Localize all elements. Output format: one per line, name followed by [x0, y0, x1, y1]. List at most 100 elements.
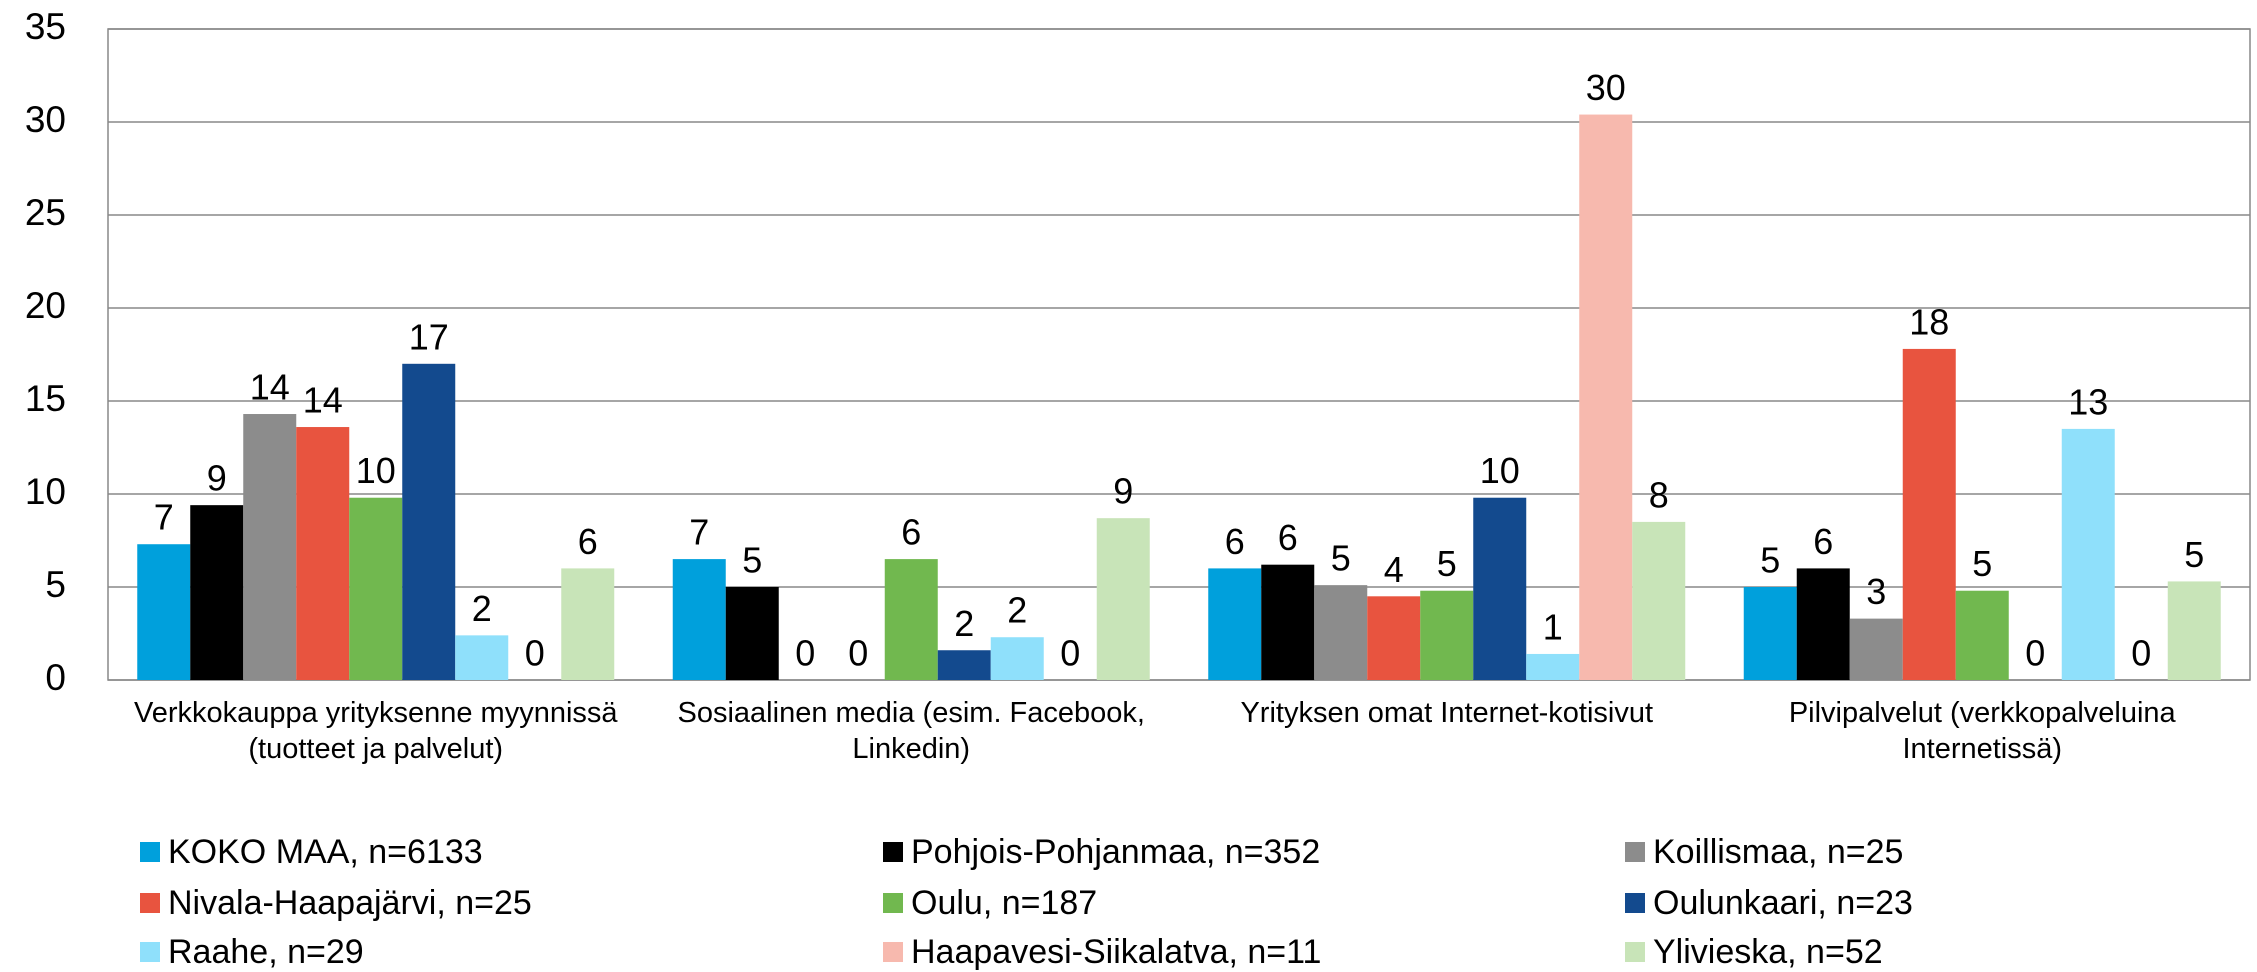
y-tick-label: 30: [25, 99, 66, 140]
bar: [1849, 618, 1903, 680]
bar: [561, 568, 615, 680]
y-tick-label: 25: [25, 192, 66, 233]
legend-swatch: [140, 842, 160, 862]
data-label: 2: [954, 603, 974, 644]
x-tick-label: Verkkokauppa yrityksenne myynnissä (tuot…: [133, 697, 618, 765]
legend-item: Oulunkaari, n=23: [1625, 881, 1913, 925]
data-label: 6: [578, 521, 598, 562]
bar: [1955, 590, 2009, 680]
bar: [402, 363, 456, 680]
legend-item: Koillismaa, n=25: [1625, 830, 1903, 874]
legend-item: Oulu, n=187: [883, 881, 1097, 925]
bar: [884, 559, 938, 680]
data-label: 6: [1225, 521, 1245, 562]
data-label: 8: [1649, 474, 1669, 515]
legend-swatch: [1625, 942, 1645, 962]
bar: [937, 650, 991, 680]
data-label: 0: [525, 633, 545, 674]
legend-label: KOKO MAA, n=6133: [168, 832, 483, 871]
data-label: 2: [472, 588, 492, 629]
data-label: 2: [1007, 590, 1027, 631]
legend-swatch: [1625, 893, 1645, 913]
data-label: 6: [901, 512, 921, 553]
data-label: 0: [848, 633, 868, 674]
data-label: 10: [1480, 450, 1520, 491]
data-label: 5: [1760, 540, 1780, 581]
bar: [1096, 518, 1150, 680]
y-tick-label: 5: [45, 564, 66, 605]
data-label: 0: [2025, 633, 2045, 674]
data-label: 0: [1060, 633, 1080, 674]
legend-label: Nivala-Haapajärvi, n=25: [168, 883, 532, 922]
data-label: 30: [1586, 67, 1626, 108]
legend-swatch: [140, 942, 160, 962]
data-label: 7: [689, 512, 709, 553]
legend-swatch: [140, 893, 160, 913]
data-label: 0: [795, 633, 815, 674]
bar: [296, 427, 350, 680]
data-label: 0: [2131, 633, 2151, 674]
legend-label: Oulunkaari, n=23: [1653, 883, 1913, 922]
bar: [1473, 497, 1527, 680]
y-tick-label: 10: [25, 471, 66, 512]
bar: [1208, 568, 1262, 680]
bar: [2061, 428, 2115, 680]
data-label: 13: [2068, 381, 2108, 422]
x-tick-label: Sosiaalinen media (esim. Facebook, Linke…: [677, 697, 1145, 765]
bar: [1526, 653, 1580, 680]
bar: [243, 414, 297, 680]
data-label: 6: [1813, 521, 1833, 562]
legend-swatch: [1625, 842, 1645, 862]
bar: [455, 635, 509, 680]
y-tick-label: 35: [25, 6, 66, 47]
data-label: 5: [1972, 543, 1992, 584]
legend-label: Raahe, n=29: [168, 932, 364, 971]
data-label: 10: [356, 450, 396, 491]
bar: [1632, 521, 1686, 680]
legend-item: Raahe, n=29: [140, 930, 364, 972]
legend-item: Haapavesi-Siikalatva, n=11: [883, 930, 1321, 972]
bar: [672, 559, 726, 680]
legend-item: KOKO MAA, n=6133: [140, 830, 483, 874]
bar: [2167, 581, 2221, 680]
legend-swatch: [883, 842, 903, 862]
data-label: 18: [1909, 301, 1949, 342]
legend-label: Ylivieska, n=52: [1653, 932, 1883, 971]
bar: [1314, 585, 1368, 680]
bar: [725, 587, 779, 680]
data-label: 5: [2184, 534, 2204, 575]
data-label: 14: [303, 380, 343, 421]
bar: [1743, 587, 1797, 680]
data-label: 6: [1278, 517, 1298, 558]
bar: [1579, 114, 1633, 680]
bar: [1902, 348, 1956, 680]
bar: [1420, 590, 1474, 680]
data-label: 4: [1384, 549, 1404, 590]
data-label: 7: [154, 497, 174, 538]
data-label: 9: [1113, 471, 1133, 512]
plot-frame: [107, 28, 2251, 681]
legend-label: Pohjois-Pohjanmaa, n=352: [911, 832, 1321, 871]
y-tick-label: 20: [25, 285, 66, 326]
bar: [1367, 596, 1421, 680]
data-label: 5: [742, 540, 762, 581]
legend-item: Ylivieska, n=52: [1625, 930, 1883, 972]
bar: [1261, 564, 1315, 680]
legend-label: Haapavesi-Siikalatva, n=11: [911, 932, 1322, 971]
legend-swatch: [883, 893, 903, 913]
x-tick-label: Yrityksen omat Internet-kotisivut: [1240, 697, 1654, 729]
legend-item: Pohjois-Pohjanmaa, n=352: [883, 830, 1320, 874]
x-tick-label: Pilvipalvelut (verkkopalveluina Internet…: [1788, 697, 2176, 765]
data-label: 17: [409, 316, 449, 357]
bar: [137, 544, 191, 680]
bar: [1796, 568, 1850, 680]
data-label: 5: [1437, 543, 1457, 584]
legend-label: Koillismaa, n=25: [1653, 832, 1904, 871]
bar: [990, 637, 1044, 680]
data-label: 14: [250, 367, 290, 408]
data-label: 3: [1866, 571, 1886, 612]
bar: [190, 505, 244, 680]
legend-item: Nivala-Haapajärvi, n=25: [140, 881, 532, 925]
y-tick-label: 0: [45, 657, 66, 698]
